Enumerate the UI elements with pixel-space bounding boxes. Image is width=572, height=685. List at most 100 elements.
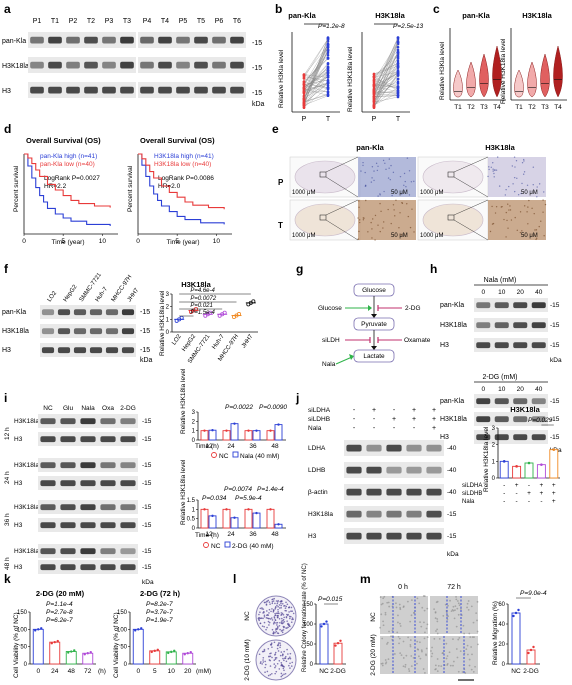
silhd-label: siLDH	[322, 337, 340, 344]
panel-e-scale-large: 1000 μM	[292, 190, 315, 196]
panel-i-point	[247, 508, 250, 511]
panel-e-nucleus	[494, 212, 497, 214]
panel-d-left-title: Overall Survival (OS)	[26, 136, 101, 145]
panel-l-colony	[277, 612, 279, 615]
panel-i-blot-band	[80, 522, 96, 529]
panel-l-colony	[265, 603, 268, 606]
panel-b-point-p	[302, 105, 306, 109]
panel-e-nucleus	[487, 175, 489, 178]
panel-i-bottom-legend-trt: 2-DG (40 mM)	[232, 543, 274, 550]
panel-m-cell	[418, 655, 420, 658]
panel-m-cell	[445, 642, 448, 645]
panel-i-blot-band	[60, 418, 76, 425]
panel-a-lane-label: P2	[69, 18, 78, 25]
panel-h-top-dose: 20	[517, 289, 525, 296]
panel-m-cell	[433, 637, 436, 640]
panel-e-zoom-image	[488, 157, 546, 197]
panel-m-cell	[462, 624, 465, 627]
panel-d-right-title: Overall Survival (OS)	[140, 136, 215, 145]
panel-m-cell	[423, 621, 425, 624]
panel-b-pair-line	[373, 49, 399, 82]
panel-m-cell	[452, 660, 455, 663]
panel-e-nucleus	[358, 206, 360, 209]
panel-b-pair-line	[303, 50, 329, 99]
panel-e-nucleus	[407, 215, 410, 218]
panel-l-colony	[281, 674, 284, 677]
panel-l-colony	[272, 631, 275, 633]
panel-c: c pan-Kla H3K18la Relative H3Kla level R…	[433, 2, 567, 111]
panel-a-row-label: H3K18la	[2, 63, 29, 70]
panel-m-ytick: 20	[498, 642, 505, 648]
panel-l-colony	[285, 627, 287, 629]
panel-b-pair-line	[303, 88, 329, 96]
panel-m-cell	[475, 612, 478, 614]
panel-m-cell	[474, 665, 476, 668]
panel-j-blot-band	[366, 488, 382, 496]
panel-b-pair-line	[303, 73, 329, 101]
panel-j-cond-sign: +	[412, 416, 416, 423]
panel-a-blot-left-band	[84, 61, 98, 69]
panel-i-top-legend-trt: Nala (40 mM)	[240, 453, 279, 460]
panel-i-bar	[252, 512, 261, 529]
panel-i-point	[203, 508, 206, 511]
panel-l-colony	[280, 675, 283, 678]
panel-f-row-label: H3K18la	[2, 328, 29, 335]
panel-l-colony	[286, 603, 289, 606]
panel-l-ytick: 50	[306, 642, 313, 648]
panel-e-title-left: pan-Kla	[356, 143, 384, 152]
panel-l-colony	[259, 622, 262, 625]
panel-e-nucleus	[523, 205, 526, 207]
panel-f-blot-bg	[40, 324, 136, 338]
panel-f-marker-2: -15	[140, 328, 150, 335]
panel-e-nucleus	[536, 237, 538, 239]
panel-e-nucleus	[493, 169, 496, 171]
panel-i-lane-label: Oxa	[102, 405, 114, 412]
panel-b-point-t	[326, 45, 330, 49]
panel-k-right-title: 2-DG (72 h)	[140, 589, 181, 598]
panel-d-xtick: 0	[22, 238, 26, 245]
panel-l-colony	[275, 630, 278, 633]
panel-m-cell	[456, 607, 459, 610]
panel-m-cell	[440, 665, 443, 668]
panel-e-nucleus	[513, 176, 516, 179]
panel-e-title-right: H3K18la	[485, 143, 515, 152]
panel-e-nucleus	[488, 168, 490, 171]
panel-b-point-p	[372, 85, 376, 89]
panel-l-colony	[286, 648, 288, 651]
panel-b-point-t	[396, 51, 400, 54]
panel-e-scale-large: 1000 μM	[420, 233, 443, 239]
panel-m-cell	[425, 647, 428, 650]
panel-j-cond-label: siLDHB	[308, 416, 330, 423]
panel-l-colony	[271, 600, 274, 603]
panel-l-colony	[269, 673, 272, 676]
panel-i-top-legend-nc: NC	[219, 453, 229, 460]
panel-l-colony	[259, 662, 262, 665]
panel-l-colony	[271, 656, 273, 659]
panel-a-blot-left-band	[120, 36, 134, 44]
panel-l-colony	[289, 662, 291, 665]
panel-e-nucleus	[364, 171, 366, 174]
panel-b-point-p	[372, 80, 376, 84]
panel-e-nucleus	[399, 175, 402, 178]
panel-e-zoom-box	[447, 214, 455, 221]
panel-i-bottom-legend-trt-marker	[224, 541, 231, 548]
panel-i-xtick: 12	[205, 443, 213, 450]
panel-f-blot-band	[41, 309, 55, 316]
panel-e-nucleus	[374, 239, 376, 241]
panel-m-cell	[423, 637, 426, 640]
panel-m-cell	[404, 665, 407, 668]
panel-h-top-marker: -15	[550, 342, 560, 349]
panel-m-cell	[446, 662, 449, 665]
panel-m-cell	[402, 640, 405, 643]
panel-i-blot-band	[60, 462, 76, 469]
panel-b-point-t	[326, 74, 330, 77]
panel-l-colony	[263, 650, 266, 652]
panel-b-pair-line	[373, 63, 399, 75]
panel-m-xtick: NC	[511, 668, 521, 675]
panel-b-point-t	[396, 70, 400, 74]
panel-m-cell	[472, 621, 475, 624]
panel-k-left-p2: P=2.7e-8	[46, 609, 73, 616]
panel-j-blot-band	[426, 510, 442, 518]
panel-d-series-line	[24, 153, 111, 226]
panel-l-colony	[288, 657, 290, 660]
